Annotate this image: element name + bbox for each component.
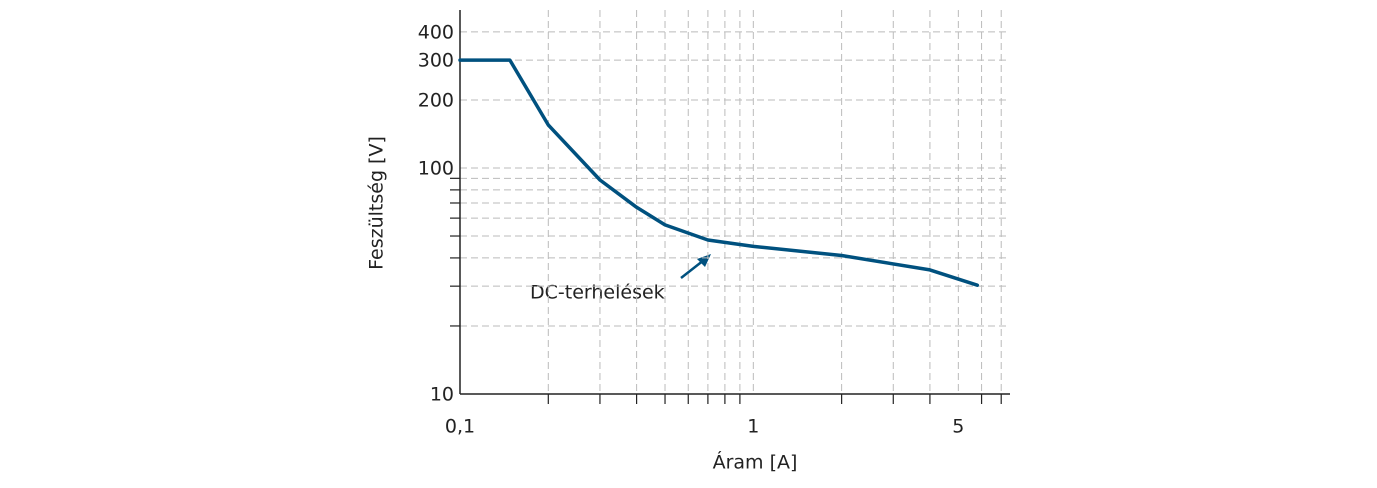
x-tick-label: 1: [747, 416, 759, 438]
annotation: DC-terhelések: [530, 282, 665, 304]
data-line: [458, 58, 980, 287]
annotation-arrow: [680, 259, 705, 279]
x-tick-label: 0,1: [445, 416, 475, 438]
y-tick-label: 100: [418, 157, 454, 179]
x-tick-label: 5: [952, 416, 964, 438]
y-tick-label: 400: [418, 21, 454, 43]
y-tick-label: 300: [418, 50, 454, 72]
y-tick-label: 10: [430, 384, 454, 406]
x-axis-label: Áram [A]: [713, 451, 798, 474]
y-axis-label: Feszültség [V]: [366, 136, 388, 270]
y-tick-label: 200: [418, 89, 454, 111]
